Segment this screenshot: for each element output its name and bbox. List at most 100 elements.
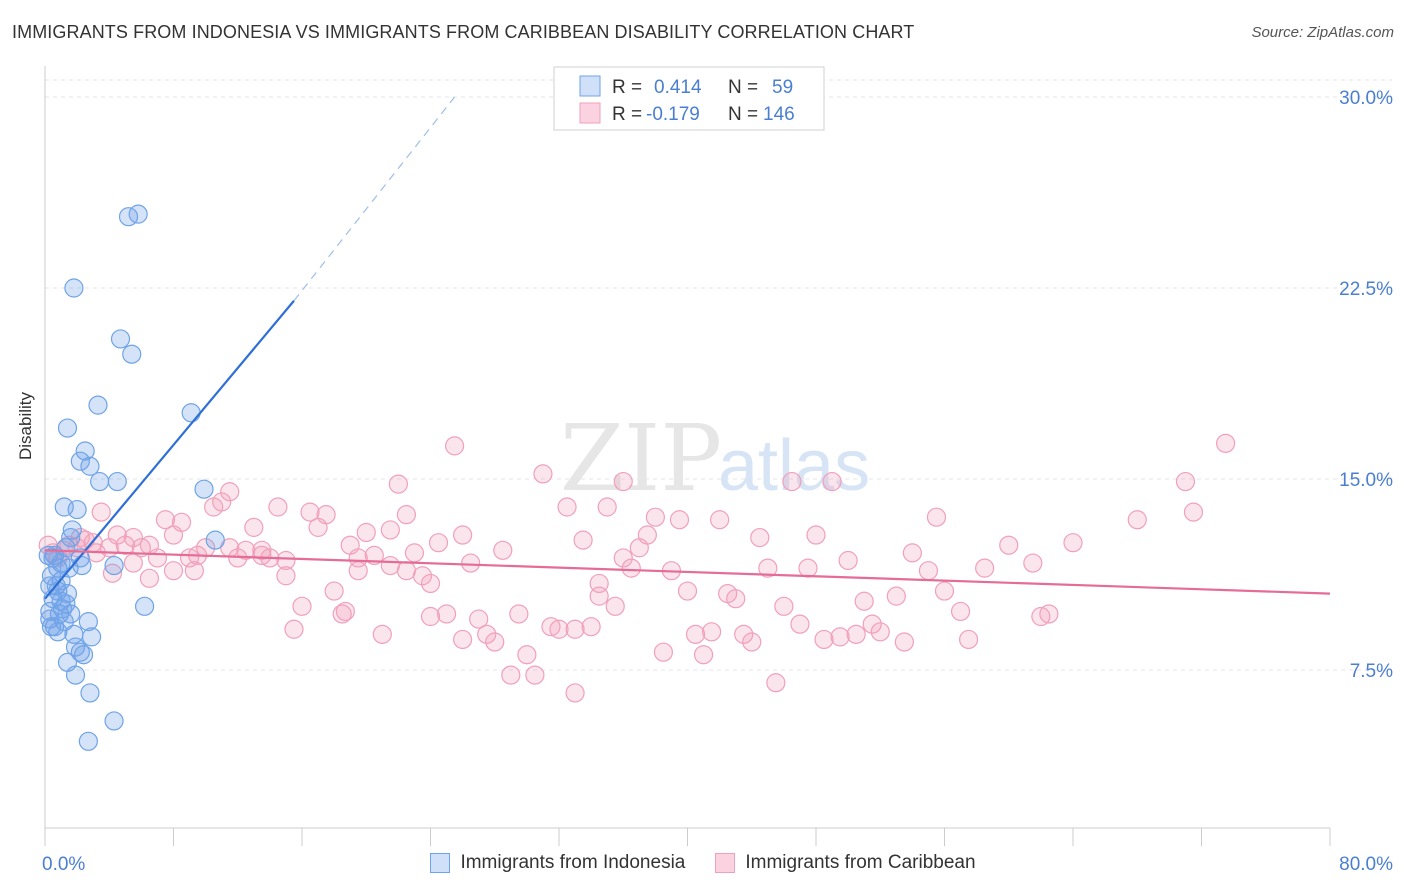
caribbean-point — [710, 510, 730, 530]
caribbean-point — [276, 550, 296, 571]
caribbean-point — [300, 502, 320, 522]
indonesia-point — [75, 441, 95, 461]
caribbean-point — [734, 624, 754, 644]
caribbean-point — [766, 673, 786, 693]
caribbean-point — [436, 604, 457, 624]
indonesia-point — [72, 555, 92, 576]
indonesia-point — [104, 555, 124, 576]
caribbean-point — [123, 553, 143, 573]
caribbean-point — [525, 665, 545, 685]
x-tick-label: 80.0% — [1339, 854, 1393, 875]
caribbean-point — [758, 558, 778, 578]
indonesia-point — [70, 642, 90, 662]
caribbean-point — [252, 545, 272, 566]
indonesia-point — [107, 471, 127, 492]
caribbean-point — [70, 527, 90, 548]
indonesia-point — [73, 645, 94, 665]
caribbean-point — [854, 591, 874, 611]
caribbean-point — [316, 505, 336, 525]
caribbean-point — [268, 497, 288, 517]
x-tick-labels: 0.0% 80.0% — [42, 854, 1393, 875]
caribbean-point — [653, 642, 674, 662]
caribbean-point — [589, 573, 609, 594]
indonesia-point — [53, 599, 73, 619]
legend-item-indonesia: Immigrants from Indonesia — [430, 852, 685, 874]
caribbean-point — [830, 627, 850, 647]
caribbean-point — [846, 624, 866, 644]
y-tick-labels: 7.5% 15.0% 22.5% 30.0% — [1339, 88, 1393, 682]
caribbean-point — [1039, 604, 1059, 624]
indonesia-point — [62, 520, 82, 540]
indonesia-points — [38, 204, 225, 751]
caribbean-point — [950, 601, 971, 622]
trend-lines — [44, 96, 1331, 600]
caribbean-point — [1175, 471, 1196, 492]
caribbean-point — [396, 561, 417, 581]
indonesia-point — [205, 530, 225, 550]
caribbean-point — [886, 586, 906, 606]
caribbean-point — [926, 507, 947, 527]
caribbean-point — [276, 566, 296, 586]
y-tick-label: 7.5% — [1350, 661, 1393, 682]
caribbean-point — [790, 614, 810, 634]
caribbean-point — [581, 617, 601, 637]
indonesia-point — [90, 471, 110, 492]
y-axis-title: Disability — [16, 391, 35, 460]
caribbean-point — [147, 548, 168, 568]
x-tick-label: 0.0% — [42, 854, 85, 875]
caribbean-point — [477, 624, 497, 644]
caribbean-point — [774, 596, 794, 616]
caribbean-point — [485, 632, 505, 652]
caribbean-point — [348, 548, 368, 568]
legend-n-value-2: 146 — [763, 104, 795, 125]
caribbean-point — [396, 505, 417, 525]
caribbean-point — [332, 604, 352, 624]
caribbean-point — [453, 629, 473, 650]
caribbean-point — [918, 561, 939, 581]
legend-item-caribbean: Immigrants from Caribbean — [715, 852, 976, 874]
caribbean-point — [469, 609, 489, 629]
caribbean-point — [693, 645, 714, 665]
caribbean-point — [894, 632, 914, 652]
legend-pink-swatch — [579, 102, 601, 124]
indonesia-point — [48, 622, 68, 642]
indonesia-point — [80, 683, 100, 703]
caribbean-point — [404, 543, 425, 563]
legend-n-value-1: 59 — [772, 77, 793, 98]
caribbean-point — [822, 471, 842, 492]
caribbean-point — [284, 619, 304, 639]
caribbean-point — [244, 517, 264, 537]
caribbean-point — [605, 596, 625, 616]
caribbean-point — [958, 629, 979, 650]
caribbean-point — [184, 561, 204, 581]
series-legend: Immigrants from Indonesia Immigrants fro… — [0, 852, 1406, 874]
caribbean-point — [324, 581, 344, 601]
caribbean-point — [91, 502, 111, 522]
caribbean-point — [549, 619, 569, 639]
source-label: Source: ZipAtlas.com — [1251, 24, 1394, 41]
indonesia-point — [57, 583, 78, 604]
caribbean-point — [1183, 502, 1204, 522]
caribbean-point — [220, 482, 240, 502]
caribbean-point — [388, 474, 408, 494]
indonesia-point — [81, 627, 102, 647]
watermark-zip: ZIP — [560, 405, 722, 512]
caribbean-point — [380, 555, 400, 576]
caribbean-point — [742, 632, 762, 652]
caribbean-point — [139, 568, 160, 588]
caribbean-point — [115, 535, 135, 555]
legend-label-caribbean: Immigrants from Caribbean — [745, 852, 976, 873]
caribbean-point — [364, 545, 384, 566]
indonesia-trend-extension — [293, 96, 456, 302]
indonesia-swatch — [430, 853, 451, 873]
indonesia-point — [128, 204, 148, 224]
caribbean-point — [669, 510, 690, 530]
caribbean-point — [380, 520, 400, 540]
caribbean-point — [621, 558, 641, 578]
caribbean-point — [814, 629, 834, 650]
caribbean-point — [292, 596, 312, 616]
caribbean-point — [565, 619, 585, 639]
indonesia-point — [64, 278, 84, 298]
caribbean-point — [999, 535, 1019, 555]
caribbean-point — [975, 558, 995, 578]
